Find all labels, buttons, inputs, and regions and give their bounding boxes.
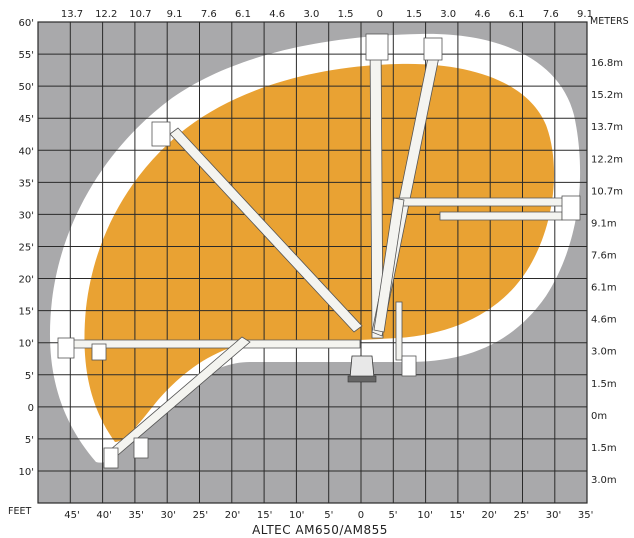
left-feet-label: 35' [19, 178, 34, 189]
top-meter-label: 0 [377, 9, 383, 20]
left-feet-label: 10' [19, 339, 34, 350]
top-meter-labels: 13.7 12.2 10.7 9.1 7.6 6.1 4.6 3.0 1.5 0 1.5 3.0 4.6… [61, 9, 593, 20]
diagram-title: ALTEC AM650/AM855 [252, 523, 388, 537]
top-meter-label: 3.0 [440, 9, 456, 20]
bucket [365, 33, 389, 61]
left-feet-label: 5' [25, 371, 34, 382]
bottom-feet-label: 40' [96, 510, 111, 521]
bottom-feet-label: 15' [449, 510, 464, 521]
boom-post [395, 301, 403, 361]
bucket [423, 37, 443, 61]
left-feet-label: 5' [25, 435, 34, 446]
right-meter-label: 3.0m [591, 347, 617, 358]
bucket [561, 195, 581, 221]
right-meter-label: 6.1m [591, 283, 617, 294]
right-meter-label: 1.5m [591, 379, 617, 390]
top-meter-label: 13.7 [61, 9, 83, 20]
bucket [401, 355, 417, 377]
right-meter-label: 15.2m [591, 90, 623, 101]
top-meter-label: 6.1 [509, 9, 525, 20]
bottom-feet-label: 15' [257, 510, 272, 521]
top-meter-label: 10.7 [129, 9, 151, 20]
bucket [133, 437, 149, 459]
top-meter-label: 3.0 [303, 9, 319, 20]
left-feet-label: 60' [19, 18, 34, 29]
bucket [57, 337, 75, 359]
left-feet-label: 25' [19, 242, 34, 253]
top-meter-label: 4.6 [474, 9, 490, 20]
grid-frame [37, 21, 588, 504]
bottom-feet-label: 30' [161, 510, 176, 521]
left-feet-label: 40' [19, 146, 34, 157]
bottom-feet-label: 25' [193, 510, 208, 521]
top-meter-label: 7.6 [543, 9, 559, 20]
units-left-label: FEET [8, 506, 31, 517]
bottom-feet-label: 5' [324, 510, 333, 521]
turret-foot [347, 375, 377, 383]
bottom-feet-label: 30' [546, 510, 561, 521]
bottom-feet-labels: 45' 40' 35' 30' 25' 20' 15' 10' 5' 0 5' 10' 15' 20' 25… [64, 510, 593, 521]
bucket [91, 343, 107, 361]
left-feet-label: 15' [19, 307, 34, 318]
left-feet-label: 10' [19, 467, 34, 478]
bottom-feet-label: 35' [128, 510, 143, 521]
right-meter-label: 0m [591, 411, 607, 422]
left-feet-label: 50' [19, 82, 34, 93]
left-feet-label: 0 [28, 403, 34, 414]
left-feet-labels: 60' 55' 50' 45' 40' 35' 30' 25' 20' 15' 10' 5' 0 5' 10… [19, 18, 34, 478]
boom-horizontal-right [395, 197, 571, 207]
units-right-label: METERS [590, 16, 629, 27]
right-meter-label: 7.6m [591, 250, 617, 261]
right-meter-label: 16.8m [591, 58, 623, 69]
right-meter-label: 12.2m [591, 154, 623, 165]
boom-horizontal-left [71, 339, 361, 349]
right-meter-label: 10.7m [591, 186, 623, 197]
right-meter-label: 1.5m [591, 443, 617, 454]
left-feet-label: 20' [19, 275, 34, 286]
turret-base [349, 355, 375, 379]
left-feet-label: 55' [19, 50, 34, 61]
boom-horizontal-right-lower [439, 211, 563, 221]
right-meter-label: 9.1m [591, 218, 617, 229]
bucket [151, 121, 171, 147]
bottom-feet-label: 10' [417, 510, 432, 521]
top-meter-label: 9.1 [167, 9, 183, 20]
right-meter-label: 3.0m [591, 475, 617, 486]
bottom-feet-label: 25' [514, 510, 529, 521]
bottom-feet-label: 35' [578, 510, 593, 521]
left-feet-label: 30' [19, 210, 34, 221]
right-meter-label: 4.6m [591, 315, 617, 326]
left-feet-label: 45' [19, 114, 34, 125]
bottom-feet-label: 20' [225, 510, 240, 521]
top-meter-label: 12.2 [95, 9, 117, 20]
bucket [103, 447, 119, 469]
top-meter-label: 1.5 [338, 9, 354, 20]
bottom-feet-label: 0 [358, 510, 364, 521]
top-meter-label: 9.1 [577, 9, 593, 20]
top-meter-label: 7.6 [201, 9, 217, 20]
bottom-feet-label: 20' [482, 510, 497, 521]
right-meter-labels: 16.8m 15.2m 13.7m 12.2m 10.7m 9.1m 7.6m 6.1m 4.6… [591, 58, 623, 486]
top-meter-label: 4.6 [269, 9, 285, 20]
bottom-feet-label: 5' [388, 510, 397, 521]
boom-positions [57, 33, 581, 469]
right-meter-label: 13.7m [591, 122, 623, 133]
bottom-feet-label: 10' [289, 510, 304, 521]
bottom-feet-label: 45' [64, 510, 79, 521]
top-meter-label: 1.5 [406, 9, 422, 20]
boom-diagonal-left [169, 127, 363, 333]
boom-riser [373, 197, 405, 333]
top-meter-label: 6.1 [235, 9, 251, 20]
